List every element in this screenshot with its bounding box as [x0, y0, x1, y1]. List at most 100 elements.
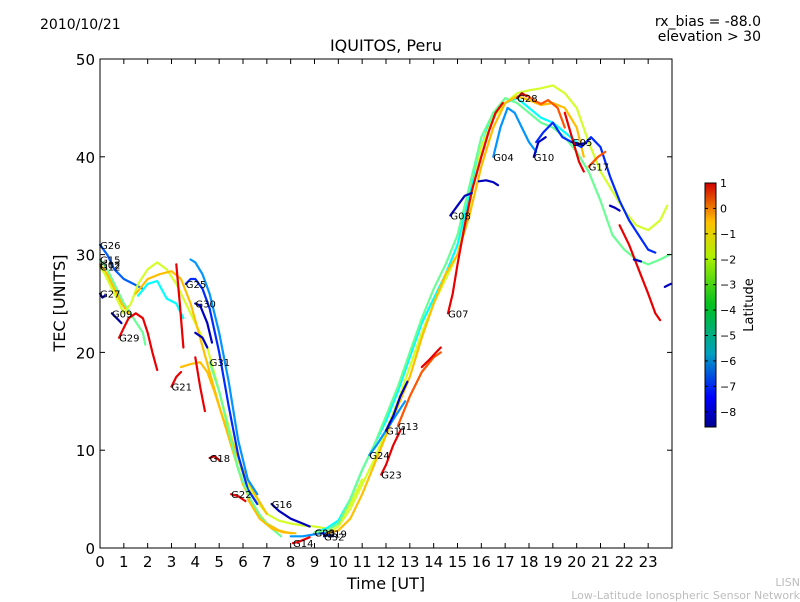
date-label: 2010/10/21	[40, 17, 121, 33]
series-line-G22	[230, 493, 247, 503]
colorbar-tick-label: 0	[720, 202, 727, 215]
colorbar-tick-label: −5	[720, 330, 736, 343]
colorbar-tick-label: −8	[720, 406, 736, 419]
x-tick-label: 0	[95, 553, 105, 571]
y-tick-label: 40	[76, 149, 95, 167]
series-line-trace-17	[194, 356, 206, 413]
series-line-trace-23	[289, 531, 328, 538]
series-line-G30	[194, 302, 214, 344]
series-label: G10	[534, 153, 554, 164]
series-line-trace-37	[477, 179, 500, 187]
y-tick-label: 50	[76, 51, 95, 69]
series-line-G12	[98, 265, 125, 315]
series-label: G12	[100, 262, 120, 273]
series-line-trace-46	[608, 204, 621, 212]
colorbar-tick-label: −2	[720, 253, 736, 266]
colorbar-gradient	[704, 182, 717, 428]
x-tick-label: 6	[238, 553, 248, 571]
series-line-G08	[449, 191, 473, 217]
axes-layer: 0 1 2 3 4 5 6 7 8 9 10 11 12 13 14 15 16 17 18 19 20 21 22 2301…	[76, 51, 672, 571]
series-label: G09	[112, 309, 132, 320]
series-line-trace-7	[122, 261, 364, 530]
series-line-trace-34	[420, 346, 442, 369]
series-line-G21	[170, 370, 183, 388]
series-line-G28	[516, 92, 528, 100]
series-line-G27	[98, 292, 106, 299]
series-label: G18	[210, 454, 230, 465]
x-tick-label: 16	[472, 553, 491, 571]
series-line-G10	[532, 136, 547, 158]
x-tick-label: 3	[167, 553, 177, 571]
x-tick-label: 14	[424, 553, 443, 571]
x-axis-label: Time [UT]	[346, 574, 425, 593]
x-tick-label: 4	[191, 553, 201, 571]
x-tick-label: 21	[591, 553, 610, 571]
colorbar: 1 0 −1 −2 −3 −4 −5 −6 −7 −8	[704, 177, 736, 428]
x-tick-label: 13	[400, 553, 419, 571]
x-tick-label: 23	[639, 553, 658, 571]
y-tick-label: 10	[76, 442, 95, 460]
series-line-G25	[184, 277, 259, 506]
colorbar-tick-label: −1	[720, 228, 736, 241]
series-line-trace-29	[325, 95, 585, 535]
colorbar-tick-label: −4	[720, 304, 736, 317]
series-label: G20	[315, 528, 335, 539]
x-tick-label: 20	[567, 553, 586, 571]
series-line-G32	[322, 534, 335, 538]
series-line-G17	[587, 150, 607, 168]
series-line-G07	[446, 101, 504, 315]
colorbar-label: Latitude	[742, 278, 757, 332]
series-line-trace-50	[246, 498, 297, 535]
series-label: G23	[381, 471, 401, 482]
series-label: G24	[369, 451, 389, 462]
x-tick-label: 15	[448, 553, 467, 571]
series-line-trace-42	[535, 121, 657, 254]
series-label: G21	[172, 383, 192, 394]
x-tick-label: 5	[214, 553, 224, 571]
series-line-G18	[208, 455, 221, 462]
x-tick-label: 9	[310, 553, 320, 571]
series-line-G26	[98, 243, 144, 290]
series-line-G20	[313, 97, 671, 534]
x-tick-label: 11	[353, 553, 372, 571]
series-label: G15	[100, 255, 120, 266]
series-line-trace-44	[563, 111, 585, 173]
series-label: G17	[589, 163, 609, 174]
series-line-G02	[98, 263, 130, 315]
colorbar-tick-label: −6	[720, 355, 736, 368]
series-line-G16	[270, 502, 311, 528]
elevation-label: elevation > 30	[657, 29, 761, 45]
series-label: G32	[324, 532, 344, 543]
series-label: G26	[100, 241, 120, 252]
series-label: G14	[293, 539, 313, 550]
series-label: G25	[186, 280, 206, 291]
x-tick-label: 1	[119, 553, 129, 571]
series-label: G31	[210, 358, 230, 369]
series-line-G13	[396, 351, 442, 427]
x-tick-label: 22	[615, 553, 634, 571]
x-tick-label: 18	[519, 553, 538, 571]
x-tick-label: 17	[496, 553, 515, 571]
x-tick-label: 12	[376, 553, 395, 571]
series-label: G13	[398, 422, 418, 433]
y-tick-label: 30	[76, 247, 95, 265]
y-tick-label: 20	[76, 344, 95, 362]
series-label: G02	[100, 260, 120, 271]
x-tick-label: 19	[543, 553, 562, 571]
series-line-trace-49	[663, 282, 672, 288]
x-tick-label: 2	[143, 553, 153, 571]
series-label: G07	[448, 309, 468, 320]
series-label: G04	[493, 153, 513, 164]
credit-lisn: LISN	[775, 576, 800, 589]
series-line-trace-14	[189, 258, 259, 496]
series-label: G29	[119, 334, 139, 345]
x-tick-label: 8	[286, 553, 296, 571]
series-label: G22	[231, 490, 251, 501]
series-line-trace-12	[175, 263, 185, 349]
series-line-G23	[380, 429, 402, 476]
series-label: G19	[326, 529, 346, 540]
series-label: G30	[195, 300, 215, 311]
series-line-G14	[291, 536, 311, 545]
